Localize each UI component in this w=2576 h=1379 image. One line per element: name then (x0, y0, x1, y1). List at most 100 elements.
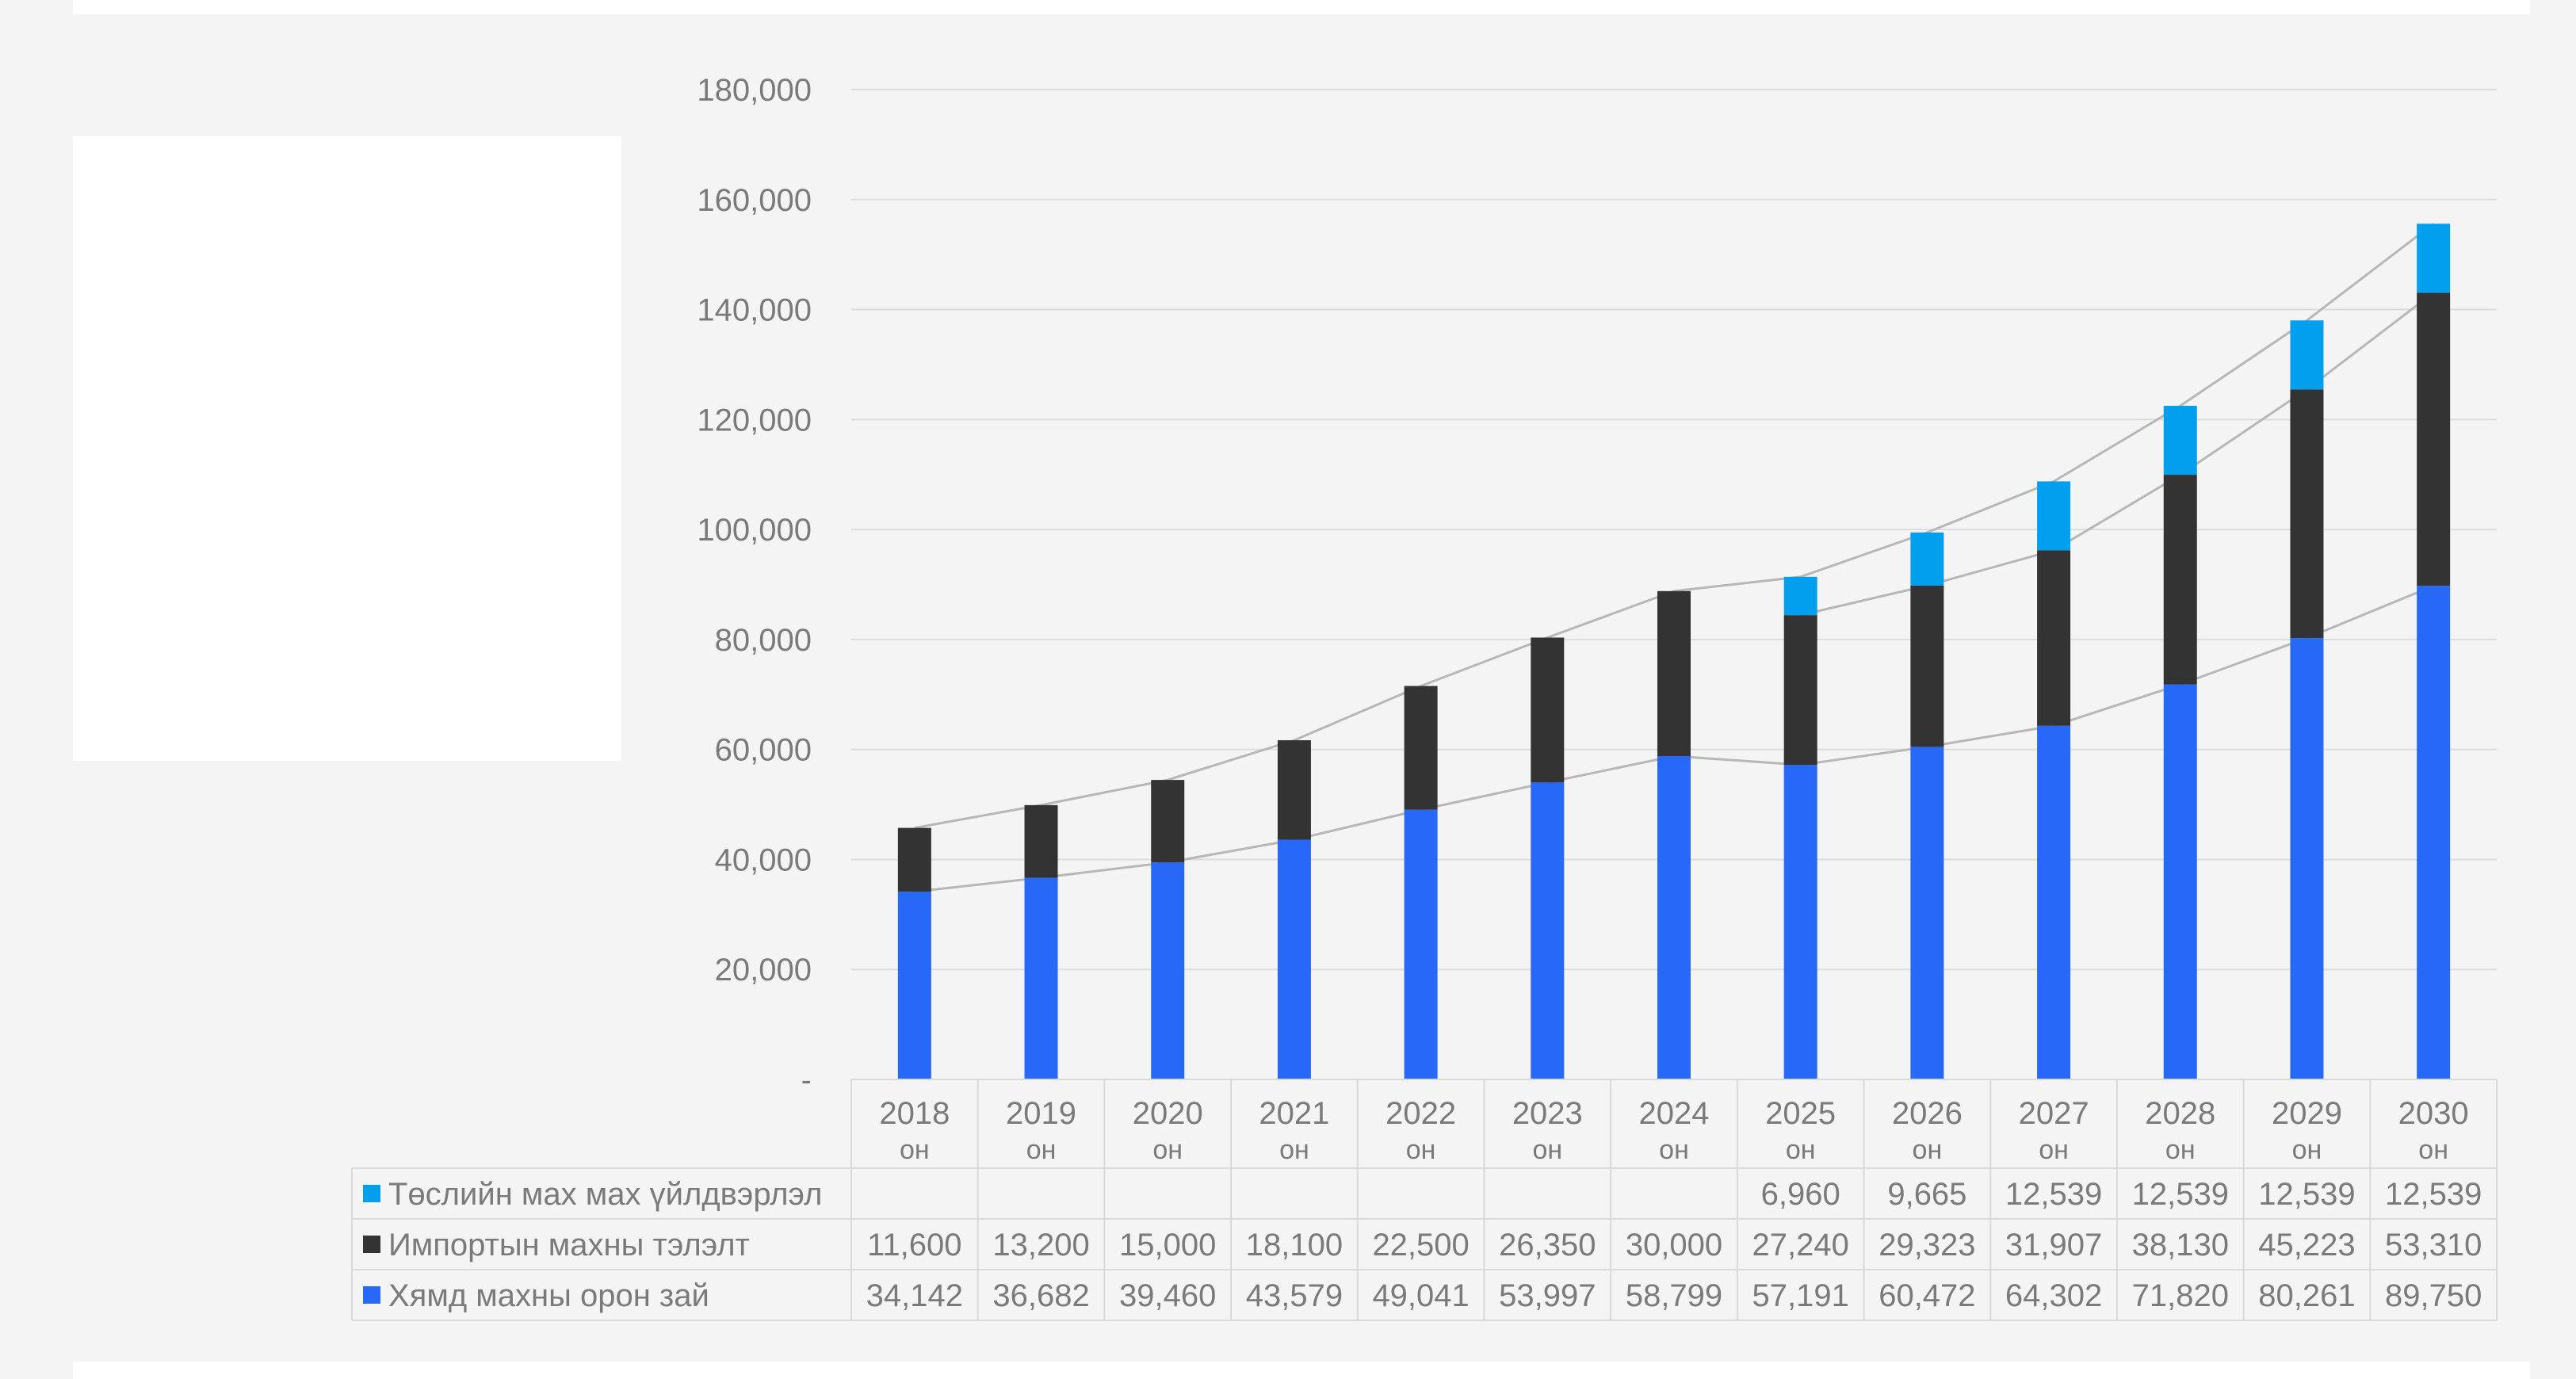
data-table-value: 38,130 (2132, 1228, 2229, 1262)
data-table-value: 12,539 (2258, 1177, 2355, 1212)
bar-segment-project-meat (1783, 576, 1817, 616)
legend-swatch (363, 1286, 380, 1304)
data-table-value: 27,240 (1752, 1228, 1849, 1262)
x-category-suffix: он (1659, 1135, 1689, 1165)
bar-segment-project-meat (1910, 532, 1944, 586)
x-category-suffix: он (1406, 1135, 1436, 1165)
data-table: 2018 он 2019 он 2020 он 2021 он 2022 он 2023 он 2024… (351, 1079, 2498, 1321)
data-table-value: 39,460 (1119, 1278, 1216, 1313)
x-category-label: 2030 (2398, 1096, 2469, 1131)
y-tick-label: 80,000 (715, 623, 812, 658)
x-category-label: 2027 (2019, 1096, 2089, 1131)
x-category-suffix: он (900, 1135, 930, 1165)
data-table-value: 29,323 (1878, 1228, 1975, 1262)
bar-segment-import-meat (897, 827, 931, 892)
bar-segment-cheap-meat (2163, 684, 2197, 1079)
y-tick-label: 120,000 (697, 403, 812, 437)
data-table-value: 43,579 (1246, 1278, 1343, 1313)
x-category-label: 2028 (2145, 1096, 2215, 1131)
x-category-suffix: он (1279, 1135, 1309, 1165)
data-table-value: 45,223 (2258, 1228, 2355, 1262)
bar-segment-import-meat (2163, 475, 2197, 685)
bar-segment-import-meat (1783, 615, 1817, 766)
y-tick-label: 100,000 (697, 513, 812, 548)
x-category-label: 2029 (2272, 1096, 2342, 1131)
x-category-suffix: он (2292, 1135, 2322, 1165)
legend-series-name: Импортын махны тэлэлт (388, 1228, 750, 1262)
bar-segment-import-meat (2037, 550, 2071, 726)
data-table-value: 60,472 (1878, 1278, 1975, 1313)
bar-segment-cheap-meat (1404, 809, 1438, 1079)
bar-segment-cheap-meat (1531, 782, 1565, 1079)
bar-segment-cheap-meat (2290, 638, 2324, 1079)
bar-segment-import-meat (2290, 389, 2324, 639)
bottom-banner-strip (73, 1362, 2530, 1379)
bar-segment-cheap-meat (1657, 756, 1691, 1079)
blank-panel (73, 136, 621, 761)
bars (897, 223, 2451, 1079)
x-category-suffix: он (1026, 1135, 1057, 1165)
x-category-label: 2020 (1133, 1096, 1203, 1131)
data-table-value: 89,750 (2385, 1278, 2482, 1313)
y-tick-label: 180,000 (697, 73, 812, 108)
y-axis-tick-labels: - 20,000 40,000 60,000 80,000 100,000 120,000 1… (697, 73, 812, 1098)
data-table-value: 34,142 (866, 1278, 963, 1313)
bar-segment-cheap-meat (1151, 862, 1185, 1079)
data-table-value: 31,907 (2005, 1228, 2102, 1262)
x-category-suffix: он (1786, 1135, 1816, 1165)
bar-segment-import-meat (1657, 590, 1691, 757)
bar-segment-project-meat (2417, 223, 2451, 293)
data-table-value: 12,539 (2385, 1177, 2482, 1212)
bar-segment-project-meat (2037, 481, 2071, 551)
x-category-label: 2018 (879, 1096, 950, 1131)
data-table-value: 9,665 (1887, 1177, 1966, 1212)
data-table-value: 53,997 (1499, 1278, 1596, 1313)
bar-segment-cheap-meat (1277, 839, 1311, 1079)
bar-segment-cheap-meat (1910, 747, 1944, 1079)
y-tick-label: 160,000 (697, 183, 812, 218)
y-tick-label: - (801, 1063, 812, 1098)
x-category-suffix: он (1152, 1135, 1183, 1165)
x-category-suffix: он (2039, 1135, 2069, 1165)
data-table-value: 22,500 (1372, 1228, 1469, 1262)
data-table-value: 6,960 (1761, 1177, 1840, 1212)
bar-segment-import-meat (1910, 585, 1944, 747)
bar-segment-cheap-meat (1024, 877, 1058, 1079)
connector-import-meat (1800, 292, 2435, 617)
bar-segment-import-meat (1024, 804, 1058, 878)
data-table-value: 53,310 (2385, 1228, 2482, 1262)
legend-swatch (363, 1185, 380, 1202)
data-table-value: 11,600 (867, 1228, 961, 1262)
legend-swatch (363, 1236, 380, 1253)
data-table-value: 58,799 (1626, 1278, 1722, 1313)
bar-segment-project-meat (2163, 406, 2197, 476)
x-category-suffix: он (2165, 1135, 2196, 1165)
bar-segment-project-meat (2290, 320, 2324, 390)
bar-segment-cheap-meat (897, 892, 931, 1079)
bar-segment-cheap-meat (2037, 725, 2071, 1079)
data-table-value: 80,261 (2258, 1278, 2355, 1313)
data-table-value: 71,820 (2132, 1278, 2229, 1313)
x-category-suffix: он (2418, 1135, 2448, 1165)
x-category-suffix: он (1913, 1135, 1943, 1165)
top-banner-strip (73, 0, 2530, 14)
data-table-value: 15,000 (1119, 1228, 1216, 1262)
x-category-label: 2025 (1765, 1096, 1836, 1131)
y-tick-label: 20,000 (715, 953, 812, 987)
data-table-value: 64,302 (2005, 1278, 2102, 1313)
y-tick-label: 40,000 (715, 842, 812, 877)
x-category-label: 2022 (1385, 1096, 1456, 1131)
bar-segment-import-meat (2417, 292, 2451, 586)
bar-segment-import-meat (1531, 637, 1565, 783)
x-category-label: 2024 (1639, 1096, 1710, 1131)
data-table-value: 13,200 (992, 1228, 1089, 1262)
data-table-value: 49,041 (1372, 1278, 1469, 1313)
data-table-value: 30,000 (1626, 1228, 1722, 1262)
data-table-value: 12,539 (2132, 1177, 2229, 1212)
data-table-value: 18,100 (1246, 1228, 1343, 1262)
data-table-value: 12,539 (2005, 1177, 2102, 1212)
data-table-value: 26,350 (1499, 1228, 1596, 1262)
data-table-value: 36,682 (992, 1278, 1089, 1313)
x-category-label: 2021 (1259, 1096, 1329, 1131)
